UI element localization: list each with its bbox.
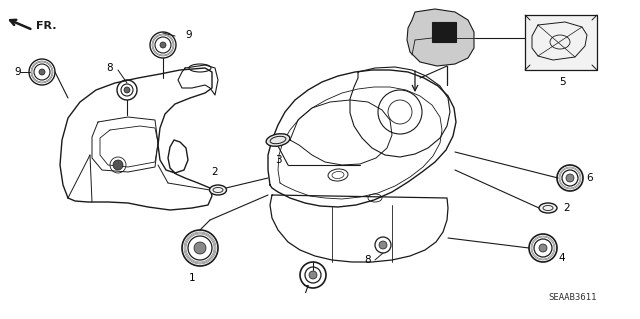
Circle shape [194,242,206,254]
Circle shape [309,271,317,279]
Text: 7: 7 [301,285,308,295]
Polygon shape [407,9,474,66]
Circle shape [566,174,574,182]
Text: 9: 9 [15,67,21,77]
Circle shape [160,42,166,48]
Text: 8: 8 [365,255,371,265]
Text: 2: 2 [563,203,570,213]
Text: 3: 3 [275,155,282,165]
Text: 8: 8 [107,63,113,73]
Text: FR.: FR. [36,21,56,31]
Circle shape [539,244,547,252]
Text: 4: 4 [558,253,564,263]
Bar [432,22,456,42]
Circle shape [124,87,130,93]
Ellipse shape [539,203,557,213]
Text: 1: 1 [189,273,195,283]
Text: 9: 9 [185,30,191,40]
Text: 5: 5 [559,77,565,87]
Ellipse shape [266,134,290,146]
Circle shape [113,160,123,170]
Text: SEAAB3611: SEAAB3611 [548,293,596,302]
FancyBboxPatch shape [525,15,597,70]
Circle shape [379,241,387,249]
Text: 6: 6 [586,173,593,183]
Circle shape [39,69,45,75]
Text: 2: 2 [212,167,218,177]
Ellipse shape [209,185,227,195]
